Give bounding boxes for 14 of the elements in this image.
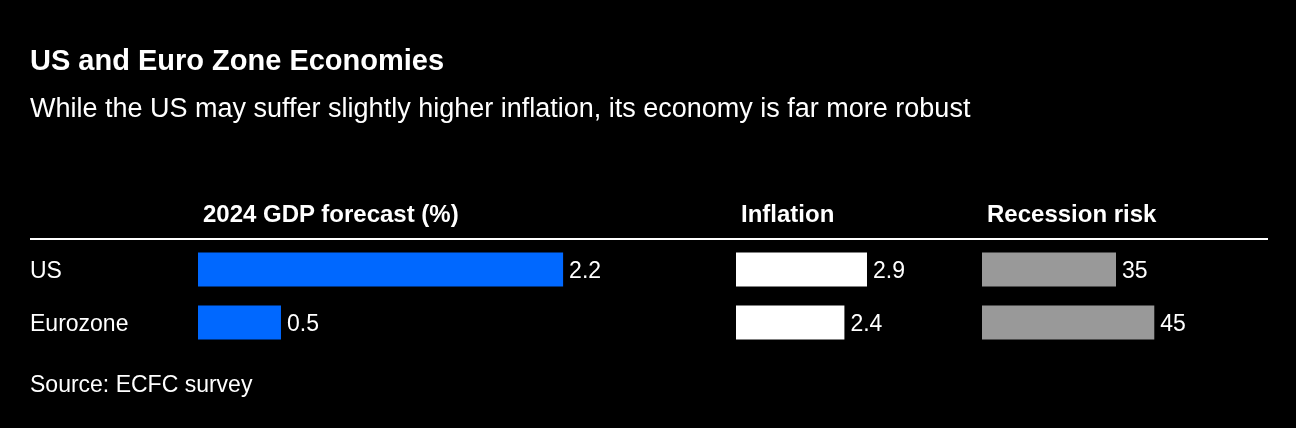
data-label: 0.5: [286, 309, 319, 336]
text: US and Euro Zone Economies: [30, 44, 445, 77]
source-note: Source: ECFC survey: [30, 371, 253, 398]
data-label: 2.2: [569, 256, 602, 283]
chart-title: 2024 GDP forecast (%): [203, 199, 459, 227]
data-label: 45: [1160, 309, 1186, 336]
chart-title: Recession risk: [987, 199, 1158, 227]
data-label: 35: [1122, 256, 1148, 283]
data-label: 2.4: [850, 309, 883, 336]
y-tick-label: Eurozone: [30, 309, 129, 336]
chart-title: Inflation: [741, 199, 835, 227]
data-label: 2.9: [872, 256, 905, 283]
y-tick-label: US: [30, 256, 62, 283]
text: While the US may suffer slightly higher inflation, its economy is far more robust: [30, 92, 972, 125]
